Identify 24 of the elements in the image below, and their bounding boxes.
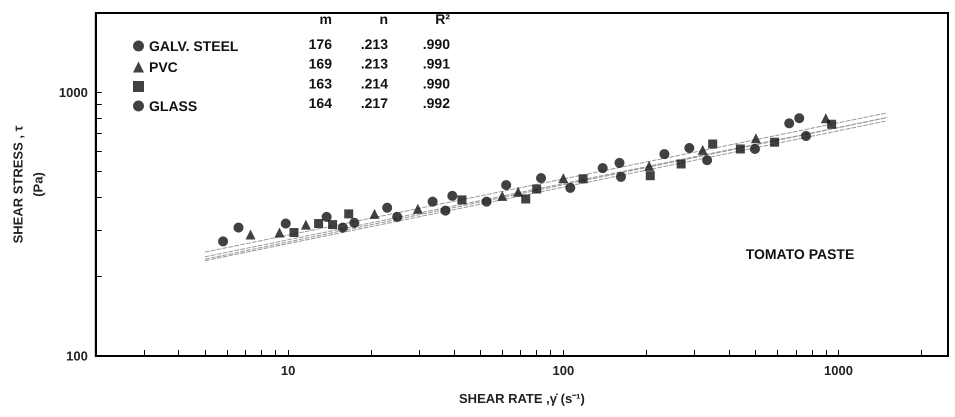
annotation: m [320,11,332,27]
annotation: .213 [360,36,388,52]
y-axis-title: SHEAR STRESS , τ (Pa) [10,125,46,244]
annotation: TOMATO PASTE [746,246,854,262]
annotation: 163 [308,75,332,92]
annotation: .990 [422,36,450,52]
annotation: .990 [422,75,450,92]
annotation: .217 [360,95,388,112]
legend-label: GLASS [149,98,198,114]
x-tick-label: 10 [280,363,296,378]
annotation: .213 [360,56,388,72]
annotation: R² [435,11,450,27]
annotation: .991 [422,56,450,72]
annotation: .992 [422,95,450,112]
annotation: 176 [308,36,332,52]
legend-label: PVC [149,59,178,75]
legend-label: GALV. STEEL [149,38,239,54]
annotation: .214 [360,75,388,92]
annotation: 164 [308,95,332,112]
x-tick-label: 1000 [824,363,853,378]
x-axis-title: SHEAR RATE ,γ̇ (s⁻¹) [458,391,585,406]
annotation: 169 [308,56,332,72]
x-tick-label: 100 [552,363,574,378]
annotation: n [379,11,388,27]
